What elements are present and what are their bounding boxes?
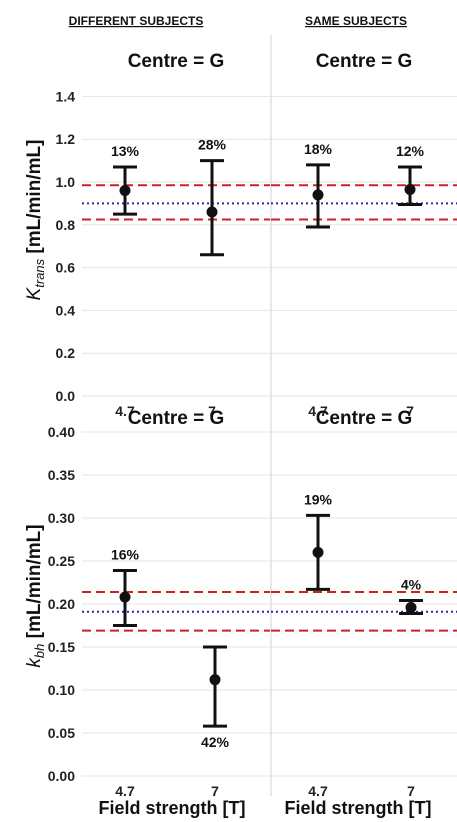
- y-tick-label: 1.0: [56, 174, 76, 190]
- y-tick-label: 0.05: [48, 725, 75, 741]
- panel-title: Centre = G: [316, 51, 413, 72]
- panel-1: 0.0 0.2 0.4 0.6 0.8 1.0 1.2 1.4 4.7 7 Centre = G 13…: [56, 51, 270, 419]
- y-tick-label: 0.30: [48, 510, 75, 526]
- data-label: 18%: [304, 141, 333, 157]
- panel-title: Centre = G: [128, 408, 225, 429]
- y-tick-label: 1.2: [56, 131, 76, 147]
- y-axis-label-top-unit: [mL/min/mL]: [24, 140, 45, 259]
- y-axis-label-bottom-unit: [mL/min/mL]: [24, 524, 45, 643]
- x-tick-label: 7: [406, 403, 414, 419]
- x-tick-label: 4.7: [308, 783, 328, 799]
- y-tick-label: 0.15: [48, 639, 75, 655]
- data-point: [209, 674, 221, 686]
- x-tick-label: 4.7: [115, 403, 135, 419]
- data-point: [119, 185, 131, 197]
- x-tick-label: 4.7: [115, 783, 135, 799]
- y-tick-label: 0.00: [48, 768, 75, 784]
- y-axis-label-bottom-subscript: bh: [32, 644, 47, 658]
- x-tick-label: 4.7: [308, 403, 328, 419]
- data-label: 19%: [304, 491, 333, 507]
- y-axis-label-top-subscript: trans: [32, 258, 47, 287]
- x-axis-label-left: Field strength [T]: [99, 798, 246, 818]
- y-axis-label-bottom: kbh [mL/min/mL]: [24, 524, 47, 667]
- data-point: [312, 546, 324, 558]
- panel-3: 0.00 0.05 0.10 0.15 0.20 0.25 0.30 0.35 0.40 4.7 7…: [48, 408, 270, 799]
- panel-title: Centre = G: [316, 408, 413, 429]
- data-point: [119, 591, 131, 603]
- data-label: 12%: [396, 143, 425, 159]
- data-point: [312, 189, 324, 201]
- data-label: 4%: [401, 577, 422, 593]
- data-label: 13%: [111, 143, 140, 159]
- data-point: [404, 183, 416, 195]
- y-axis-label-top: Ktrans [mL/min/mL]: [24, 140, 47, 301]
- column-header-same-subjects: SAME SUBJECTS: [305, 14, 407, 28]
- data-point: [405, 601, 417, 613]
- y-tick-label: 0.0: [56, 388, 76, 404]
- y-tick-label: 0.25: [48, 553, 75, 569]
- y-axis-label-top-symbol: K: [24, 286, 45, 300]
- x-tick-label: 7: [211, 783, 219, 799]
- y-tick-label: 1.4: [56, 88, 76, 104]
- panel-title: Centre = G: [128, 51, 225, 72]
- y-axis-label-bottom-symbol: k: [24, 657, 45, 668]
- y-tick-label: 0.8: [56, 217, 76, 233]
- data-point: [206, 206, 218, 218]
- column-header-different-subjects: DIFFERENT SUBJECTS: [69, 14, 204, 28]
- data-label: 28%: [198, 137, 227, 153]
- panel-2: 4.7 7 Centre = G 18% 12%: [270, 35, 457, 419]
- y-tick-label: 0.20: [48, 596, 75, 612]
- y-tick-label: 0.40: [48, 424, 75, 440]
- y-tick-label: 0.35: [48, 467, 75, 483]
- y-tick-label: 0.6: [56, 260, 76, 276]
- data-label: 42%: [201, 734, 230, 750]
- x-axis-label-right: Field strength [T]: [285, 798, 432, 818]
- y-tick-label: 0.10: [48, 682, 75, 698]
- y-tick-label: 0.4: [56, 302, 76, 318]
- y-tick-label: 0.2: [56, 345, 76, 361]
- x-tick-label: 7: [407, 783, 415, 799]
- x-tick-label: 7: [208, 403, 216, 419]
- data-label: 16%: [111, 546, 140, 562]
